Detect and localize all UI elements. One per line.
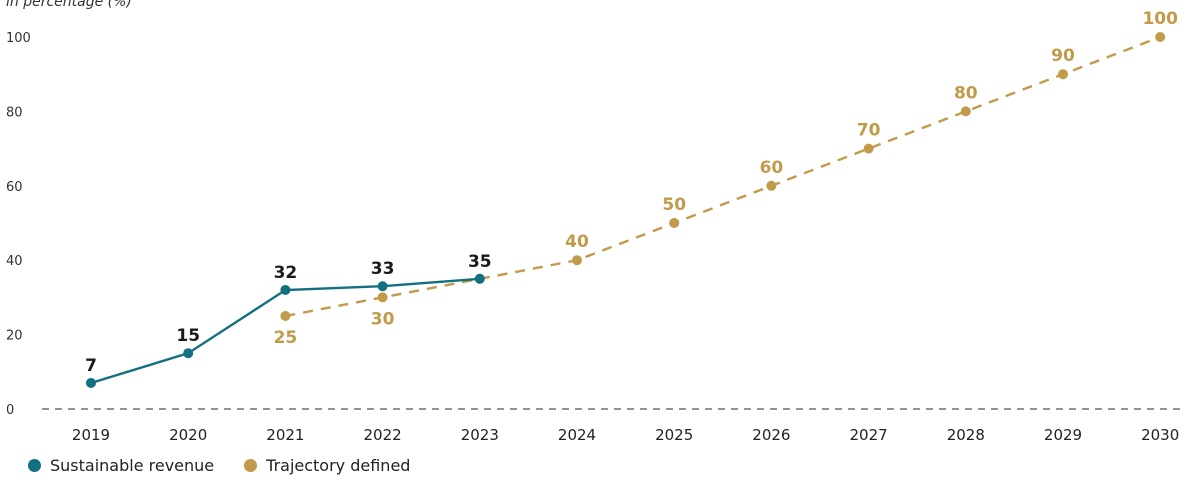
y-tick-label: 40 bbox=[6, 254, 23, 269]
x-tick-label: 2025 bbox=[655, 426, 693, 444]
data-label-sustainable-revenue: 35 bbox=[468, 252, 492, 272]
y-axis-unit-label: in percentage (%) bbox=[6, 0, 132, 10]
point-sustainable-revenue bbox=[474, 273, 485, 284]
data-label-trajectory-defined: 30 bbox=[371, 309, 395, 329]
x-tick-label: 2020 bbox=[169, 426, 207, 444]
y-tick-label: 20 bbox=[6, 329, 23, 344]
x-tick-label: 2023 bbox=[461, 426, 499, 444]
legend: Sustainable revenue Trajectory defined bbox=[28, 456, 440, 475]
data-label-sustainable-revenue: 15 bbox=[176, 326, 200, 346]
data-labels: 25 30 40 50 60 70 80 90 100 7 15 32 33 35 bbox=[85, 9, 1178, 376]
data-label-trajectory-defined: 25 bbox=[274, 328, 298, 348]
legend-label-trajectory-defined: Trajectory defined bbox=[266, 456, 411, 475]
point-sustainable-revenue bbox=[377, 281, 388, 292]
point-trajectory-defined bbox=[960, 106, 971, 117]
legend-label-sustainable-revenue: Sustainable revenue bbox=[50, 456, 215, 475]
series-lines bbox=[90, 35, 1161, 385]
legend-swatch-trajectory-defined bbox=[244, 459, 258, 472]
data-label-sustainable-revenue: 33 bbox=[371, 259, 395, 279]
series-points bbox=[86, 32, 1166, 388]
y-axis-ticks: 0 20 40 60 80 100 bbox=[6, 31, 31, 418]
point-trajectory-defined bbox=[280, 311, 291, 321]
x-tick-label: 2029 bbox=[1044, 426, 1082, 444]
point-sustainable-revenue bbox=[280, 284, 291, 295]
point-trajectory-defined bbox=[572, 255, 582, 266]
point-sustainable-revenue bbox=[183, 348, 194, 359]
data-label-trajectory-defined: 100 bbox=[1142, 9, 1178, 29]
point-trajectory-defined bbox=[377, 292, 388, 303]
y-tick-label: 80 bbox=[6, 105, 23, 120]
point-sustainable-revenue bbox=[86, 377, 96, 388]
point-trajectory-defined bbox=[1058, 69, 1068, 80]
x-tick-label: 2019 bbox=[72, 426, 110, 444]
data-label-trajectory-defined: 40 bbox=[565, 232, 589, 252]
legend-item-trajectory-defined: Trajectory defined bbox=[244, 456, 410, 475]
data-label-trajectory-defined: 60 bbox=[760, 158, 784, 178]
data-label-trajectory-defined: 70 bbox=[857, 121, 881, 141]
x-tick-label: 2026 bbox=[752, 426, 790, 444]
point-trajectory-defined bbox=[766, 180, 777, 191]
x-axis-ticks: 2019 2020 2021 2022 2023 2024 2025 2026 2027 2028… bbox=[72, 426, 1179, 444]
point-trajectory-defined bbox=[669, 218, 680, 228]
point-trajectory-defined bbox=[1155, 32, 1166, 42]
legend-item-sustainable-revenue: Sustainable revenue bbox=[28, 456, 214, 475]
data-label-trajectory-defined: 90 bbox=[1051, 46, 1075, 66]
legend-swatch-sustainable-revenue bbox=[28, 459, 41, 472]
y-tick-label: 60 bbox=[6, 180, 23, 195]
x-tick-label: 2022 bbox=[364, 426, 402, 444]
data-label-sustainable-revenue: 32 bbox=[274, 263, 298, 283]
y-tick-label: 0 bbox=[6, 403, 14, 418]
data-label-sustainable-revenue: 7 bbox=[85, 356, 97, 376]
x-tick-label: 2030 bbox=[1141, 426, 1179, 444]
x-tick-label: 2028 bbox=[947, 426, 985, 444]
x-tick-label: 2027 bbox=[850, 426, 888, 444]
x-tick-label: 2021 bbox=[266, 426, 304, 444]
data-label-trajectory-defined: 50 bbox=[662, 195, 686, 215]
point-trajectory-defined bbox=[863, 143, 874, 154]
data-label-trajectory-defined: 80 bbox=[954, 83, 978, 103]
x-tick-label: 2024 bbox=[558, 426, 596, 444]
series-line-trajectory-defined bbox=[285, 35, 1161, 318]
y-tick-label: 100 bbox=[6, 31, 31, 46]
